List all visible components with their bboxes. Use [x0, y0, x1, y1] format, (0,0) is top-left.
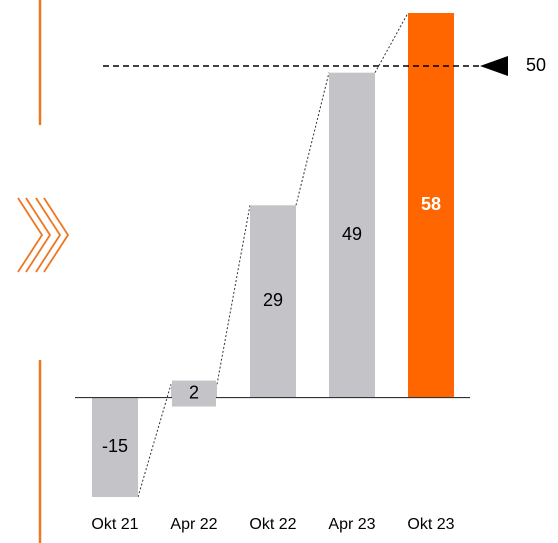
- x-tick-label: Apr 23: [328, 516, 375, 533]
- data-label: 2: [189, 382, 199, 402]
- data-label: 58: [421, 194, 441, 214]
- connector: [374, 12, 409, 73]
- connector: [137, 384, 172, 498]
- bar: [329, 72, 375, 398]
- x-tick-label: Okt 23: [407, 516, 454, 533]
- data-label: 29: [263, 290, 283, 310]
- x-tick-label: Okt 22: [249, 516, 296, 533]
- connector: [216, 205, 251, 385]
- x-tick-label: Okt 21: [91, 516, 138, 533]
- bar: [250, 205, 296, 398]
- bar: [92, 397, 138, 497]
- data-label: 49: [342, 224, 362, 244]
- reference-label: 50: [526, 55, 546, 75]
- bar: [408, 13, 454, 398]
- x-tick-label: Apr 22: [170, 516, 217, 533]
- label-box: [172, 380, 216, 407]
- data-label: -15: [102, 436, 128, 456]
- connector: [295, 72, 330, 206]
- reference-marker: [480, 56, 508, 77]
- chevrons: [17, 197, 70, 273]
